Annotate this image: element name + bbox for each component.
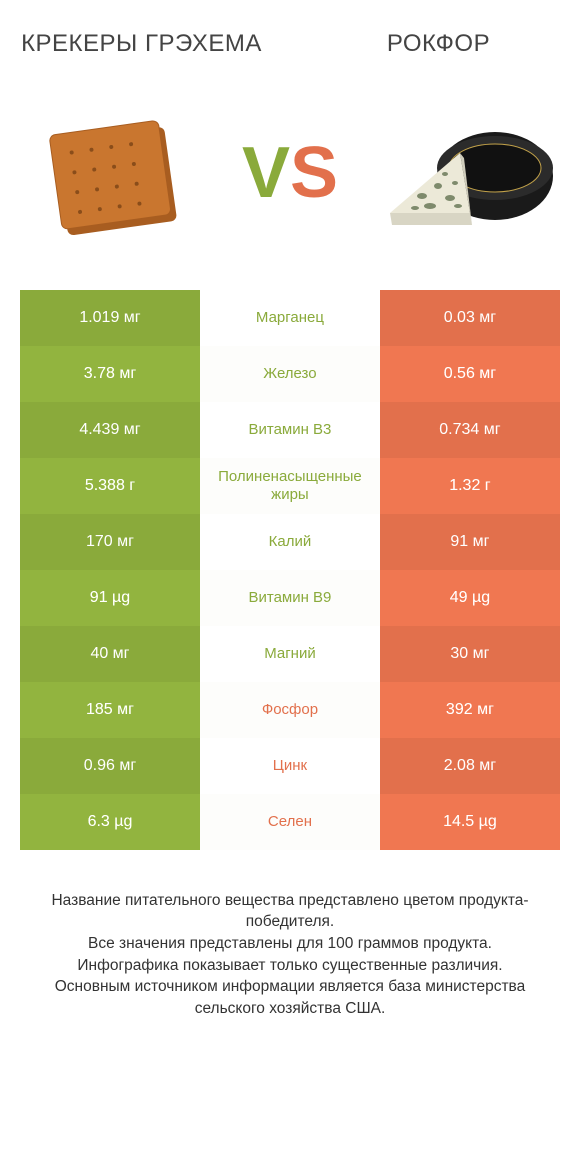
right-value-cell: 49 µg	[380, 570, 560, 626]
right-value-cell: 91 мг	[380, 514, 560, 570]
nutrient-label-cell: Полиненасыщенные жиры	[200, 458, 380, 514]
vs-v: V	[242, 137, 290, 209]
vs-s: S	[290, 137, 338, 209]
nutrient-label-cell: Витамин B9	[200, 570, 380, 626]
crackers-icon	[25, 98, 215, 248]
left-product-image	[20, 93, 220, 253]
table-row: 3.78 мгЖелезо0.56 мг	[20, 346, 560, 402]
right-value-cell: 2.08 мг	[380, 738, 560, 794]
left-value-cell: 1.019 мг	[20, 290, 200, 346]
left-value-cell: 185 мг	[20, 682, 200, 738]
table-row: 1.019 мгМарганец0.03 мг	[20, 290, 560, 346]
left-value-cell: 4.439 мг	[20, 402, 200, 458]
right-product-title: РОКФОР	[317, 30, 560, 58]
left-value-cell: 0.96 мг	[20, 738, 200, 794]
table-row: 170 мгКалий91 мг	[20, 514, 560, 570]
nutrient-label-cell: Фосфор	[200, 682, 380, 738]
nutrient-label-cell: Магний	[200, 626, 380, 682]
nutrient-label-cell: Витамин B3	[200, 402, 380, 458]
footer-notes: Название питательного вещества представл…	[20, 890, 560, 1020]
footer-line-2: Все значения представлены для 100 граммо…	[30, 933, 550, 955]
left-value-cell: 170 мг	[20, 514, 200, 570]
titles-row: КРЕКЕРЫ ГРЭХЕМА РОКФОР	[20, 30, 560, 58]
footer-line-4: Основным источником информации является …	[30, 976, 550, 1019]
nutrient-label-cell: Калий	[200, 514, 380, 570]
right-value-cell: 14.5 µg	[380, 794, 560, 850]
right-value-cell: 0.03 мг	[380, 290, 560, 346]
table-row: 40 мгМагний30 мг	[20, 626, 560, 682]
table-row: 4.439 мгВитамин B30.734 мг	[20, 402, 560, 458]
right-value-cell: 0.56 мг	[380, 346, 560, 402]
right-value-cell: 30 мг	[380, 626, 560, 682]
left-value-cell: 91 µg	[20, 570, 200, 626]
left-value-cell: 3.78 мг	[20, 346, 200, 402]
nutrient-label-cell: Селен	[200, 794, 380, 850]
vs-label: VS	[242, 137, 338, 209]
right-value-cell: 0.734 мг	[380, 402, 560, 458]
right-value-cell: 1.32 г	[380, 458, 560, 514]
nutrient-label-cell: Железо	[200, 346, 380, 402]
table-row: 6.3 µgСелен14.5 µg	[20, 794, 560, 850]
table-row: 0.96 мгЦинк2.08 мг	[20, 738, 560, 794]
left-product-title: КРЕКЕРЫ ГРЭХЕМА	[20, 30, 263, 58]
footer-line-1: Название питательного вещества представл…	[30, 890, 550, 933]
table-row: 91 µgВитамин B949 µg	[20, 570, 560, 626]
right-value-cell: 392 мг	[380, 682, 560, 738]
right-product-image	[360, 93, 560, 253]
left-value-cell: 5.388 г	[20, 458, 200, 514]
comparison-table: 1.019 мгМарганец0.03 мг3.78 мгЖелезо0.56…	[20, 290, 560, 850]
images-row: VS	[20, 78, 560, 268]
footer-line-3: Инфографика показывает только существенн…	[30, 955, 550, 977]
nutrient-label-cell: Марганец	[200, 290, 380, 346]
left-value-cell: 40 мг	[20, 626, 200, 682]
table-row: 185 мгФосфор392 мг	[20, 682, 560, 738]
left-value-cell: 6.3 µg	[20, 794, 200, 850]
table-row: 5.388 гПолиненасыщенные жиры1.32 г	[20, 458, 560, 514]
cheese-icon	[360, 98, 560, 248]
nutrient-label-cell: Цинк	[200, 738, 380, 794]
